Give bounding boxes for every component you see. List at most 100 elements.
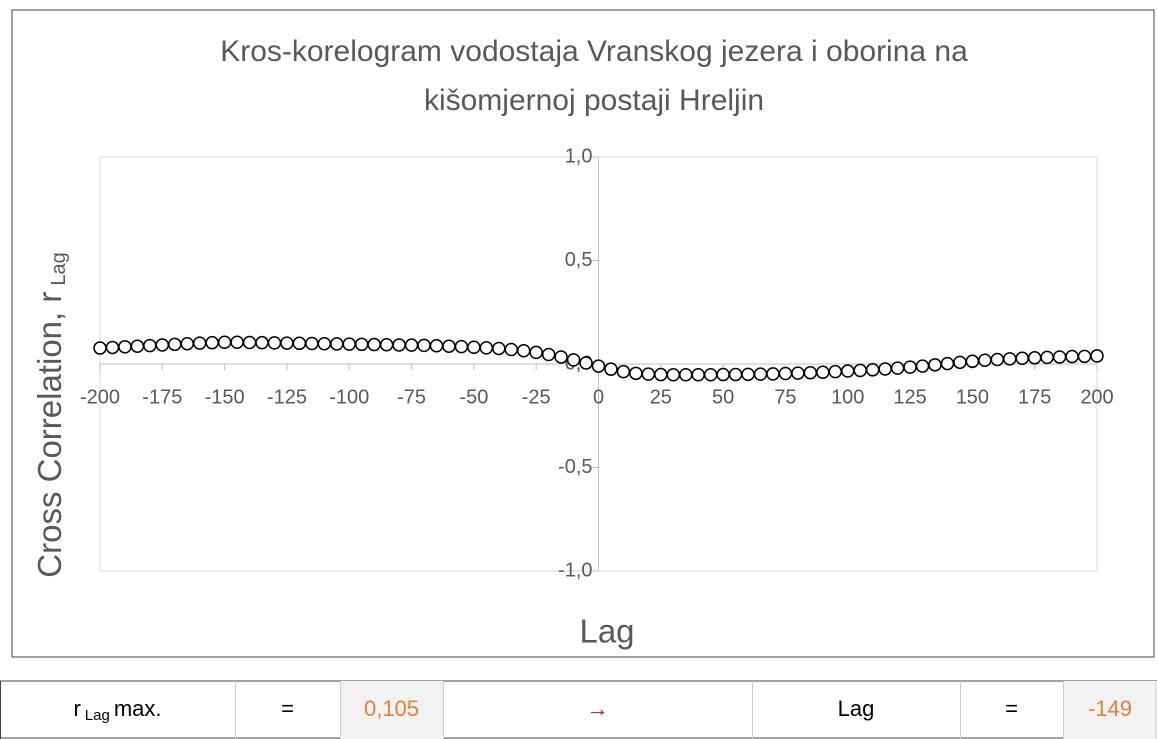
data-point	[417, 338, 431, 353]
table-cell: Lag	[838, 696, 875, 721]
x-tick-label: 175	[1018, 386, 1051, 408]
data-point	[778, 366, 793, 381]
data-point	[903, 360, 917, 374]
x-tick-label: -75	[397, 386, 426, 408]
data-point	[292, 336, 307, 351]
data-point	[1027, 351, 1042, 365]
data-point	[442, 339, 456, 353]
data-point	[728, 367, 743, 382]
data-point	[641, 367, 656, 381]
data-point	[492, 341, 506, 356]
data-point	[330, 337, 344, 351]
data-point	[1090, 349, 1104, 363]
x-tick-label: -25	[522, 386, 551, 408]
data-point	[255, 335, 269, 350]
data-point	[267, 336, 282, 350]
chart-frame	[11, 9, 1155, 658]
x-tick-label: -50	[459, 386, 488, 408]
data-point	[940, 356, 955, 371]
data-point	[280, 336, 294, 350]
data-point	[678, 368, 693, 382]
table: r Lag max. = 0,105 → Lag = -149	[0, 680, 1157, 739]
data-point	[404, 338, 419, 352]
x-tick-label: 200	[1080, 386, 1113, 408]
data-point	[230, 335, 244, 350]
chart-title: Kros-korelogram vodostaja Vranskog jezer…	[220, 35, 968, 68]
data-point	[180, 336, 194, 351]
data-point	[791, 366, 805, 380]
data-point	[591, 359, 606, 373]
data-point	[953, 355, 967, 370]
data-point	[205, 335, 219, 350]
data-point	[554, 350, 568, 364]
data-point	[1065, 349, 1079, 364]
chart-title: kišomjernoj postaji Hreljin	[424, 84, 764, 117]
x-tick-label: -100	[329, 386, 369, 408]
data-point	[865, 363, 880, 377]
data-point	[479, 341, 494, 355]
data-point	[217, 335, 232, 350]
table-cell: -149	[1088, 696, 1132, 721]
label-r: r	[73, 696, 80, 721]
table-label: r Lag max.	[73, 696, 161, 724]
data-point	[716, 367, 730, 382]
data-point	[703, 368, 718, 382]
data-point	[753, 367, 768, 381]
data-point	[467, 340, 481, 354]
data-point	[965, 354, 980, 369]
y-axis-label-sub: Lag	[48, 252, 70, 285]
data-point	[803, 365, 818, 380]
data-point	[853, 363, 867, 378]
y-tick-label: 0,5	[565, 249, 593, 271]
data-point	[629, 366, 643, 381]
data-point	[305, 336, 319, 351]
label-rest: max.	[114, 696, 162, 721]
y-tick-label: 1,0	[565, 145, 593, 167]
data-point	[1040, 350, 1054, 365]
x-tick-label: -175	[142, 386, 182, 408]
table-cell: →	[587, 696, 609, 721]
y-tick-label: -0,5	[558, 456, 592, 478]
data-point	[93, 341, 107, 355]
data-point	[666, 368, 681, 382]
label-sub: Lag	[85, 707, 110, 724]
x-tick-label: 25	[650, 386, 672, 408]
data-point	[566, 353, 581, 367]
data-point	[990, 352, 1005, 367]
data-point	[379, 337, 394, 352]
x-tick-label: -125	[267, 386, 307, 408]
y-axis-label: Cross Correlation, r Lag	[31, 252, 71, 577]
table-cell-bg	[340, 681, 443, 739]
data-point	[654, 367, 668, 382]
data-point	[118, 340, 132, 354]
data-point	[130, 339, 145, 353]
data-point	[242, 335, 257, 350]
data-point	[616, 364, 631, 379]
table-cell: =	[1005, 696, 1018, 721]
data-point	[529, 345, 543, 360]
data-point	[579, 356, 593, 370]
table-cell: =	[281, 696, 294, 721]
x-axis-label: Lag	[579, 613, 634, 650]
data-point	[878, 362, 892, 376]
data-point	[105, 340, 120, 355]
x-tick-label: 100	[831, 386, 864, 408]
data-point	[741, 367, 755, 382]
data-point	[915, 359, 930, 373]
data-point	[317, 336, 332, 351]
data-point	[1015, 351, 1029, 365]
table-cell-bg	[1063, 681, 1157, 739]
data-point	[890, 361, 905, 375]
data-point	[504, 342, 519, 357]
data-point	[516, 344, 531, 358]
data-point	[454, 339, 469, 354]
x-tick-label: 0	[593, 386, 604, 408]
data-point	[1077, 349, 1092, 364]
data-point	[143, 338, 157, 353]
y-axis-label-text: Cross Correlation, r	[31, 292, 68, 578]
data-point	[1052, 350, 1067, 364]
data-point	[392, 338, 406, 352]
data-point	[691, 368, 705, 382]
